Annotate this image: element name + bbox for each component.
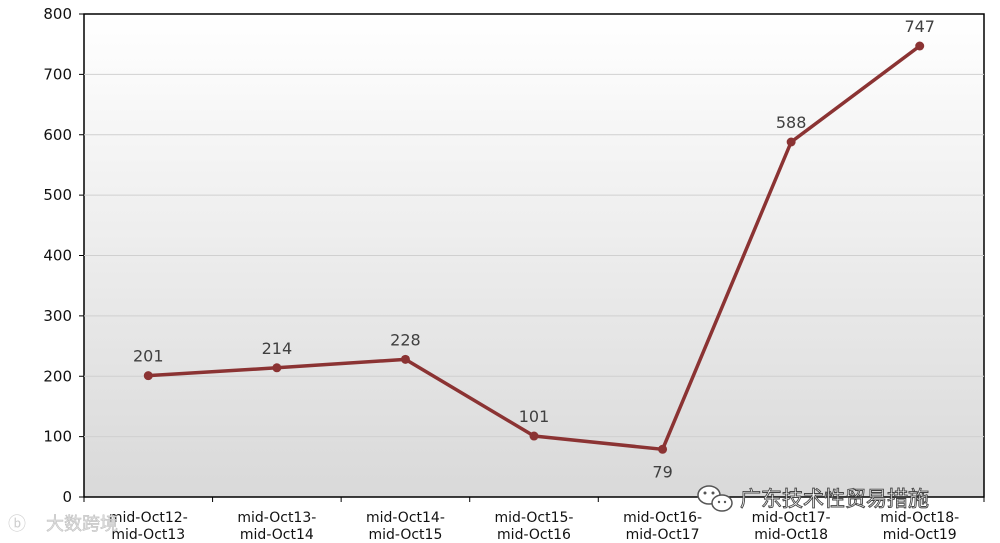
x-category-label: mid-Oct15-mid-Oct16 xyxy=(495,510,574,543)
data-point xyxy=(272,363,282,373)
x-category-label: mid-Oct13-mid-Oct14 xyxy=(237,510,316,543)
watermark-right-text: 广东技术性贸易措施 xyxy=(740,487,929,511)
data-label: 228 xyxy=(390,330,421,349)
y-tick-label: 0 xyxy=(62,488,72,506)
x-category-label: mid-Oct12-mid-Oct13 xyxy=(109,510,188,543)
x-category-label: mid-Oct18-mid-Oct19 xyxy=(880,510,959,543)
data-label: 747 xyxy=(904,17,935,36)
x-axis: mid-Oct12-mid-Oct13 mid-Oct13-mid-Oct14 mi… xyxy=(83,497,985,543)
x-category-label: mid-Oct16-mid-Oct17 xyxy=(623,510,702,543)
data-point xyxy=(915,41,925,51)
y-tick-label: 400 xyxy=(43,247,72,265)
data-point xyxy=(529,431,539,441)
data-label: 79 xyxy=(652,462,672,481)
y-tick-label: 300 xyxy=(43,307,72,325)
data-point xyxy=(786,137,796,147)
y-tick-label: 700 xyxy=(43,65,72,83)
data-labels: 201 214 228 101 79 588 747 xyxy=(133,17,935,481)
data-label: 588 xyxy=(776,113,807,132)
data-point xyxy=(658,444,668,454)
data-label: 214 xyxy=(262,339,293,358)
data-point xyxy=(400,354,410,364)
x-category-label: mid-Oct17-mid-Oct18 xyxy=(752,510,831,543)
y-tick-label: 200 xyxy=(43,367,72,385)
series-group xyxy=(143,41,925,454)
y-tick-label: 800 xyxy=(43,5,72,23)
gridlines xyxy=(84,73,984,438)
y-tick-label: 100 xyxy=(43,428,72,446)
watermark-left-text: 大数跨境 xyxy=(46,514,118,535)
watermark-left: ⓑ 大数跨境 xyxy=(8,514,118,536)
x-category-label: mid-Oct14-mid-Oct15 xyxy=(366,510,445,543)
watermark-right: 广东技术性贸易措施 xyxy=(697,485,929,512)
y-tick-label: 500 xyxy=(43,186,72,204)
data-label: 101 xyxy=(519,407,550,426)
y-tick-label: 600 xyxy=(43,126,72,144)
data-point xyxy=(143,371,153,381)
data-label: 201 xyxy=(133,347,164,366)
watermark-left-logo-icon: ⓑ xyxy=(8,514,26,535)
wechat-icon xyxy=(697,485,733,512)
y-axis: 0 100 200 300 400 500 600 700 800 xyxy=(43,5,84,506)
